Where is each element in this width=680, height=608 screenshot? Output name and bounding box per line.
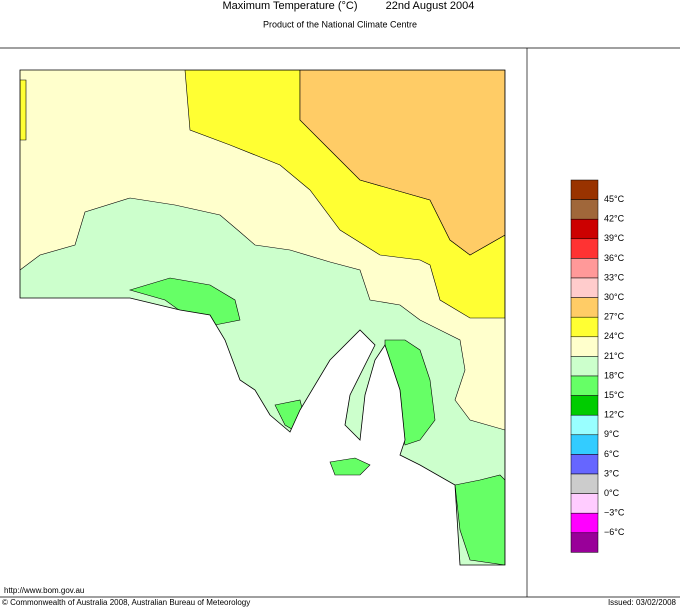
legend-label: 42°C	[604, 214, 625, 224]
date: 22nd August 2004	[386, 0, 475, 12]
legend-swatch	[570, 375, 599, 396]
region	[299, 70, 505, 256]
legend-swatch	[570, 179, 599, 200]
legend-swatch	[570, 493, 599, 514]
legend-label: 33°C	[604, 272, 625, 282]
url: http://www.bom.gov.au	[4, 586, 84, 595]
legend-swatch	[570, 238, 599, 259]
legend-label: −3°C	[604, 508, 625, 518]
legend-swatch	[570, 434, 599, 455]
legend-swatch	[570, 414, 599, 436]
legend-label: 9°C	[604, 429, 620, 439]
legend-label: 27°C	[604, 312, 625, 322]
legend-label: 18°C	[604, 370, 625, 380]
legend-swatch	[570, 454, 599, 475]
region	[20, 79, 27, 141]
legend-label: 36°C	[604, 253, 625, 263]
map	[20, 70, 505, 565]
legend-label: 0°C	[604, 488, 620, 498]
legend-label: 45°C	[604, 194, 625, 204]
legend-swatch	[570, 356, 599, 377]
subtitle: Product of the National Climate Centre	[263, 19, 417, 29]
legend-label: 6°C	[604, 449, 620, 459]
legend-label: 30°C	[604, 292, 625, 302]
island	[329, 457, 371, 476]
legend-swatch	[570, 218, 599, 240]
legend: 45°C 42°C 39°C 36°C 33°C 30°C 27°C 24°C 21°C 18°C…	[570, 179, 625, 553]
legend-swatch	[570, 297, 599, 318]
title: Maximum Temperature (°C)	[222, 0, 357, 12]
legend-swatch	[570, 316, 599, 338]
region	[454, 474, 505, 565]
legend-label: 39°C	[604, 233, 625, 243]
legend-label: 15°C	[604, 390, 625, 400]
legend-swatch	[570, 532, 599, 553]
legend-swatch	[570, 512, 599, 534]
legend-swatch	[570, 336, 599, 357]
legend-label: 12°C	[604, 410, 625, 420]
legend-label: 24°C	[604, 331, 625, 341]
legend-swatch	[570, 277, 599, 298]
coastline	[19, 69, 506, 566]
legend-swatch	[570, 395, 599, 416]
issued: Issued: 03/02/2008	[608, 598, 677, 607]
legend-label: 3°C	[604, 468, 620, 478]
legend-swatch	[570, 473, 599, 494]
legend-swatch	[570, 199, 599, 220]
legend-swatch	[570, 258, 599, 279]
region	[128, 277, 241, 326]
legend-label: −6°C	[604, 527, 625, 537]
legend-label: 21°C	[604, 351, 625, 361]
copyright: © Commonwealth of Australia 2008, Austra…	[2, 598, 250, 607]
